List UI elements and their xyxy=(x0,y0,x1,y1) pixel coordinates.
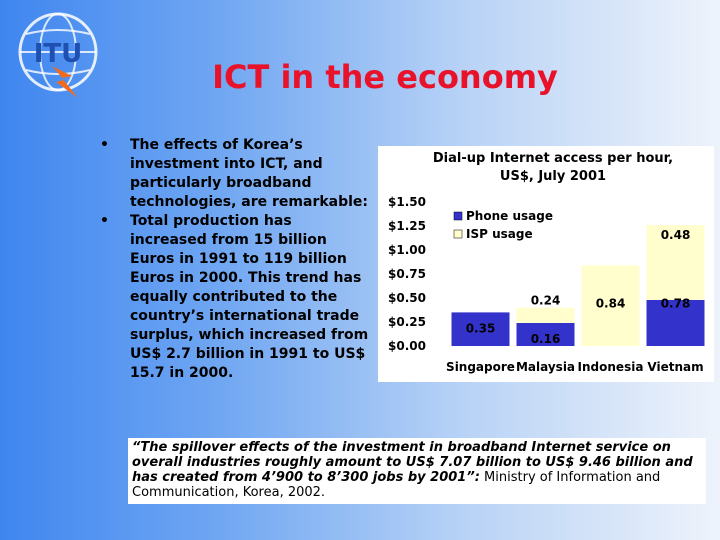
chart-title: US$, July 2001 xyxy=(500,169,606,184)
y-tick-label: $0.00 xyxy=(388,339,426,353)
data-label: 0.78 xyxy=(661,297,691,311)
chart-panel: Dial-up Internet access per hour, US$, Ju… xyxy=(378,146,714,382)
bullet-list: • The effects of Korea’s investment into … xyxy=(100,136,370,383)
bar-chart: Dial-up Internet access per hour, US$, Ju… xyxy=(388,151,705,374)
data-label: 0.35 xyxy=(466,321,496,335)
x-tick-label: Malaysia xyxy=(516,360,575,374)
y-tick-label: $1.00 xyxy=(388,243,426,257)
data-label: 0.16 xyxy=(531,332,561,346)
y-tick-label: $1.25 xyxy=(388,219,426,233)
bullet-item: • Total production has increased from 15 … xyxy=(100,212,370,383)
legend-label: ISP usage xyxy=(466,227,533,241)
bullet-text: The effects of Korea’s investment into I… xyxy=(130,137,369,210)
bullet-marker: • xyxy=(100,137,109,153)
logo-text: ITU xyxy=(34,39,83,69)
itu-logo: ITU xyxy=(18,12,98,98)
x-tick-label: Indonesia xyxy=(578,360,644,374)
y-tick-label: $1.50 xyxy=(388,195,426,209)
bullet-item: • The effects of Korea’s investment into … xyxy=(100,136,370,212)
bar-isp xyxy=(516,307,575,323)
chart-title: Dial-up Internet access per hour, xyxy=(433,151,673,166)
bullet-marker: • xyxy=(100,213,109,229)
y-tick-label: $0.50 xyxy=(388,291,426,305)
quote-source: Ministry of Information and Communicatio… xyxy=(132,470,661,500)
legend-swatch-phone xyxy=(453,211,463,221)
data-label: 0.48 xyxy=(661,228,691,242)
data-label: 0.24 xyxy=(531,294,561,308)
y-tick-label: $0.75 xyxy=(388,267,426,281)
quote-box: “The spillover effects of the investment… xyxy=(128,438,706,504)
x-tick-label: Vietnam xyxy=(647,360,703,374)
y-tick-label: $0.25 xyxy=(388,315,426,329)
legend-label: Phone usage xyxy=(466,209,553,223)
bar-phone xyxy=(646,299,705,346)
quote-text: “The spillover effects of the investment… xyxy=(132,440,693,485)
bar-isp xyxy=(646,225,705,300)
bullet-text: Total production has increased from 15 b… xyxy=(130,213,369,381)
page-title: ICT in the economy xyxy=(212,58,558,96)
bar-phone xyxy=(451,312,510,346)
bar-phone xyxy=(516,322,575,346)
bar-isp xyxy=(581,265,640,346)
data-label: 0.84 xyxy=(596,296,626,310)
x-tick-label: Singapore xyxy=(446,360,515,374)
legend-box xyxy=(450,207,538,245)
legend-swatch-isp xyxy=(453,229,463,239)
